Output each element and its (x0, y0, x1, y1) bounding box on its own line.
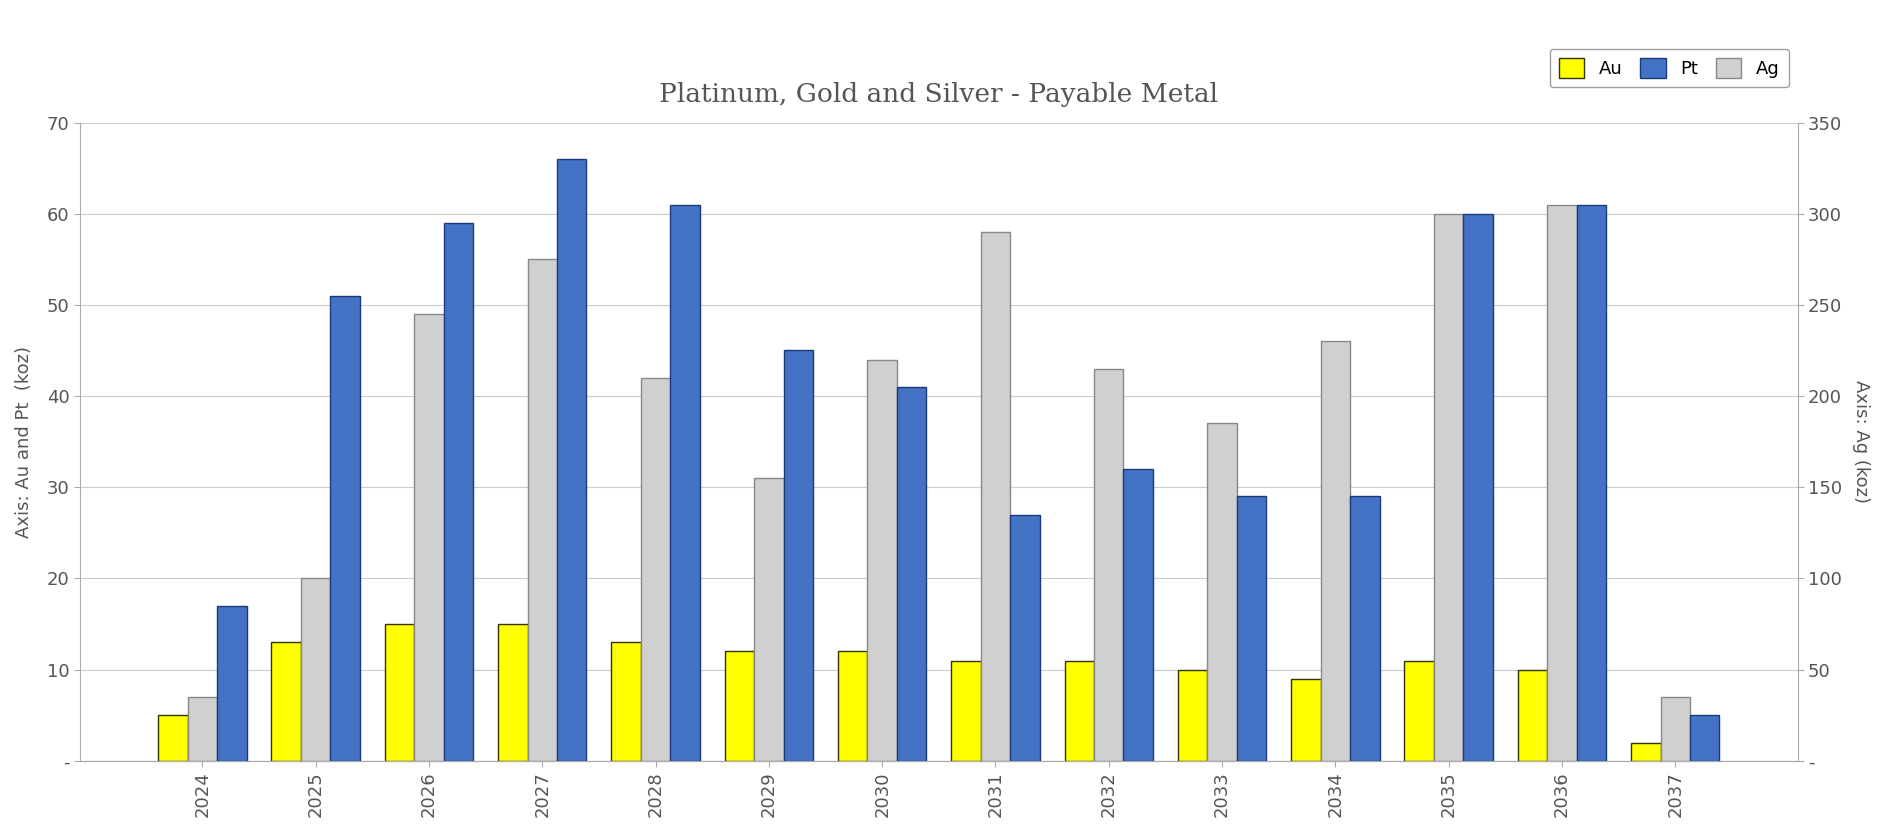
Bar (498, 624, 528, 760)
Bar (1631, 743, 1661, 760)
Bar (1434, 214, 1463, 760)
Legend: Au, Pt, Ag: Au, Pt, Ag (1549, 48, 1789, 87)
Bar (1576, 205, 1606, 760)
Bar (1291, 679, 1321, 760)
Bar (1065, 661, 1093, 760)
Bar (271, 642, 302, 760)
Bar (784, 350, 812, 760)
Bar (1350, 497, 1380, 760)
Bar (1093, 369, 1123, 760)
Bar (839, 651, 867, 760)
Bar (641, 378, 671, 760)
Bar (611, 642, 641, 760)
Bar (867, 359, 897, 760)
Bar (1517, 670, 1548, 760)
Bar (952, 661, 980, 760)
Bar (1548, 205, 1576, 760)
Bar (528, 260, 556, 760)
Bar (330, 296, 360, 760)
Bar (1691, 716, 1719, 760)
Bar (415, 314, 443, 760)
Bar (217, 606, 247, 760)
Y-axis label: Axis: Ag (koz): Axis: Ag (koz) (1851, 380, 1870, 503)
Bar (1321, 341, 1350, 760)
Bar (1404, 661, 1434, 760)
Bar (754, 478, 784, 760)
Bar (980, 232, 1010, 760)
Bar (556, 159, 586, 760)
Bar (1206, 423, 1237, 760)
Bar (724, 651, 754, 760)
Bar (302, 578, 330, 760)
Y-axis label: Axis: Au and Pt  (koz): Axis: Au and Pt (koz) (15, 345, 34, 537)
Bar (1010, 515, 1041, 760)
Bar (1237, 497, 1267, 760)
Bar (188, 697, 217, 760)
Bar (158, 716, 188, 760)
Title: Platinum, Gold and Silver - Payable Metal: Platinum, Gold and Silver - Payable Meta… (660, 82, 1218, 106)
Bar (897, 387, 926, 760)
Bar (1661, 697, 1691, 760)
Bar (385, 624, 415, 760)
Bar (443, 223, 473, 760)
Bar (1123, 469, 1154, 760)
Bar (1463, 214, 1493, 760)
Bar (1178, 670, 1206, 760)
Bar (671, 205, 699, 760)
